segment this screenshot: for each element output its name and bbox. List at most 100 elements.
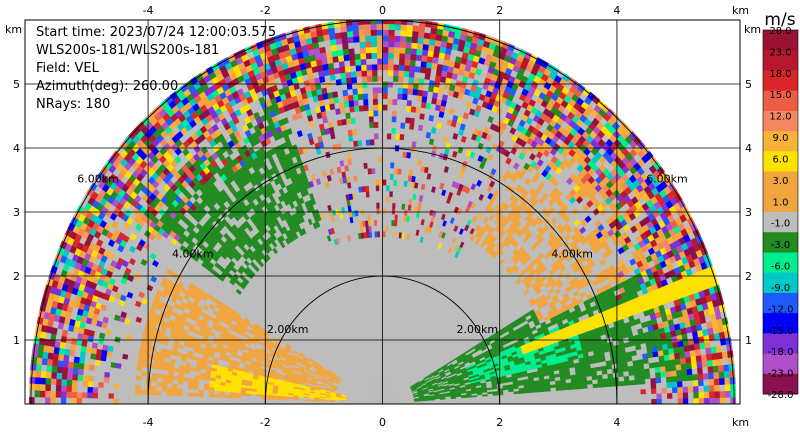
- velocity-bin: [550, 393, 557, 398]
- velocity-bin: [661, 382, 668, 389]
- velocity-bin: [592, 383, 599, 389]
- velocity-bin: [582, 388, 589, 393]
- velocity-bin: [645, 388, 652, 395]
- velocity-bin: [666, 392, 673, 399]
- velocity-bin: [566, 392, 573, 398]
- velocity-bin: [624, 384, 631, 391]
- velocity-bin: [691, 367, 699, 375]
- velocity-bin: [687, 380, 694, 387]
- velocity-bin: [635, 398, 642, 404]
- velocity-bin: [665, 376, 673, 383]
- velocity-bin: [649, 372, 656, 379]
- velocity-bin: [682, 392, 689, 399]
- velocity-bin: [661, 392, 668, 399]
- velocity-bin: [566, 396, 573, 401]
- velocity-bin: [661, 387, 668, 394]
- velocity-bin: [712, 365, 720, 373]
- velocity-bin: [670, 370, 678, 377]
- velocity-bin: [577, 392, 584, 397]
- velocity-bin: [669, 358, 676, 366]
- velocity-bin: [648, 362, 655, 369]
- velocity-bin: [598, 399, 605, 404]
- velocity-bin: [729, 383, 736, 391]
- velocity-bin: [666, 381, 673, 388]
- velocity-bin: [623, 370, 630, 377]
- velocity-bin: [681, 368, 688, 376]
- velocity-bin: [628, 370, 635, 376]
- velocity-bin: [514, 398, 520, 402]
- velocity-bin: [634, 374, 641, 381]
- velocity-bin: [587, 383, 594, 389]
- velocity-bin: [603, 399, 610, 404]
- velocity-bin: [556, 400, 562, 404]
- velocity-bin: [619, 389, 626, 396]
- velocity-bin: [630, 398, 636, 404]
- velocity-bin: [719, 390, 726, 398]
- velocity-bin: [602, 377, 609, 384]
- velocity-bin: [712, 358, 719, 367]
- velocity-bin: [545, 394, 552, 399]
- velocity-bin: [717, 364, 725, 373]
- velocity-bin: [696, 367, 704, 375]
- velocity-bin: [724, 383, 731, 392]
- velocity-bin: [561, 396, 568, 401]
- velocity-bin: [609, 399, 615, 404]
- velocity-bin: [664, 359, 671, 367]
- velocity-bin: [639, 378, 646, 385]
- velocity-bin: [651, 393, 657, 400]
- velocity-bin: [703, 378, 710, 386]
- velocity-bin: [603, 390, 610, 396]
- velocity-bin: [693, 385, 700, 393]
- velocity-bin: [682, 380, 689, 388]
- velocity-bin: [708, 378, 715, 386]
- velocity-bin: [619, 385, 626, 391]
- velocity-bin: [602, 382, 610, 388]
- velocity-bin: [561, 389, 568, 395]
- velocity-bin: [572, 400, 578, 404]
- velocity-bin: [639, 373, 646, 380]
- velocity-bin: [671, 381, 678, 388]
- velocity-bin: [529, 397, 536, 402]
- velocity-bin: [608, 390, 615, 396]
- velocity-bin: [685, 356, 692, 364]
- velocity-bin: [582, 399, 589, 404]
- velocity-bin: [587, 395, 594, 401]
- velocity-bin: [723, 364, 730, 372]
- velocity-bin: [624, 389, 631, 396]
- velocity-bin: [655, 382, 662, 389]
- velocity-bin: [689, 349, 697, 357]
- velocity-bin: [561, 393, 568, 398]
- velocity-bin: [535, 397, 541, 402]
- velocity-bin: [529, 395, 536, 399]
- velocity-bin: [645, 383, 652, 390]
- velocity-bin: [682, 397, 689, 404]
- velocity-bin: [597, 378, 604, 384]
- velocity-bin: [655, 377, 662, 384]
- velocity-bin: [588, 399, 594, 404]
- velocity-bin: [550, 397, 557, 402]
- velocity-bin: [608, 381, 615, 387]
- velocity-bin: [673, 352, 681, 360]
- velocity-bin: [581, 384, 588, 389]
- velocity-bin: [706, 353, 713, 361]
- velocity-bin: [698, 397, 705, 404]
- velocity-bin: [692, 373, 699, 381]
- velocity-bin: [729, 376, 736, 385]
- velocity-bin: [721, 350, 729, 359]
- velocity-bin: [593, 395, 599, 401]
- velocity-bin: [686, 368, 693, 376]
- velocity-bin: [693, 397, 700, 404]
- velocity-bin: [713, 378, 720, 386]
- velocity-bin: [592, 391, 599, 397]
- velocity-bin: [623, 375, 630, 382]
- velocity-bin: [649, 367, 656, 374]
- velocity-bin: [687, 374, 694, 381]
- velocity-bin: [723, 330, 731, 339]
- velocity-bin: [694, 348, 702, 357]
- velocity-bin: [703, 385, 710, 392]
- velocity-bin: [672, 398, 679, 404]
- velocity-bin: [698, 391, 705, 399]
- velocity-bin: [708, 384, 715, 392]
- velocity-bin: [667, 398, 673, 404]
